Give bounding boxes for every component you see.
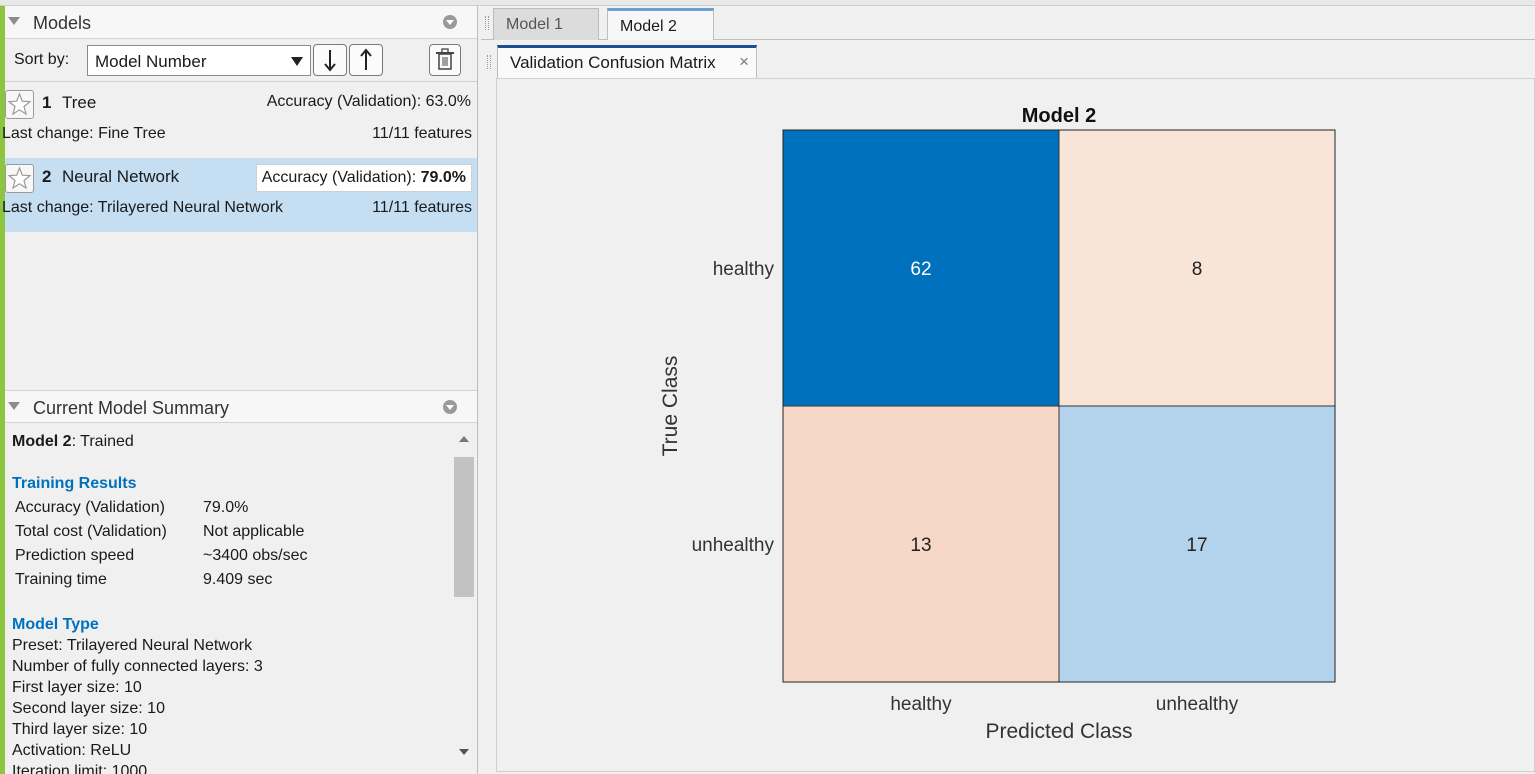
cell-value-label: 17: [1186, 535, 1207, 556]
result-key: Accuracy (Validation): [15, 499, 165, 516]
cell-value-label: 13: [910, 535, 931, 556]
summary-scrollbar[interactable]: [453, 424, 474, 774]
result-value: Not applicable: [203, 523, 305, 540]
collapse-triangle-icon[interactable]: [8, 402, 20, 410]
model-name: Neural Network: [62, 167, 180, 186]
chart-title: Model 2: [1022, 105, 1096, 127]
arrow-up-icon: [360, 48, 372, 70]
matrix-cell: [1058, 405, 1336, 683]
model-last-change: Last change: Fine Tree: [2, 125, 166, 142]
model-features: 11/11 features: [372, 125, 472, 142]
toolstrip-edge: [0, 0, 1535, 6]
chevron-down-icon: [291, 57, 303, 66]
model-number: 1: [42, 93, 52, 112]
y-axis-label: True Class: [659, 356, 682, 457]
close-icon[interactable]: ×: [739, 52, 749, 71]
model-type-line: First layer size: 10: [12, 679, 142, 696]
matrix-border: [782, 129, 1336, 683]
collapse-triangle-icon[interactable]: [8, 17, 20, 25]
accuracy-label: Accuracy (Validation):: [261, 169, 421, 186]
favorite-star-button[interactable]: [5, 90, 34, 119]
model-tab-bar: Model 1 Model 2: [481, 6, 1535, 40]
model-type-line: Third layer size: 10: [12, 721, 148, 738]
models-panel-header[interactable]: Models: [5, 6, 477, 39]
favorite-star-button[interactable]: [5, 164, 34, 193]
summary-panel-header[interactable]: Current Model Summary: [5, 390, 477, 423]
drag-grip-icon[interactable]: [487, 55, 491, 69]
model-accuracy: Accuracy (Validation): 79.0%: [255, 164, 472, 192]
matrix-cell: [782, 405, 1060, 683]
matrix-cell: [1058, 129, 1336, 407]
y-tick-label: healthy: [713, 259, 775, 280]
model-type-heading: Model Type: [12, 616, 99, 633]
training-results-heading: Training Results: [12, 475, 137, 492]
confusion-matrix-chart: 62 8 13 17 healthy unhealthy healthy unhealthy M…: [659, 105, 1336, 743]
model-name: Tree: [62, 93, 97, 112]
result-key: Prediction speed: [15, 547, 135, 564]
left-panel: Models Sort by: Model Number: [2, 6, 478, 774]
status-accent-bar: [0, 6, 5, 774]
model-type-line: Number of fully connected layers: 3: [12, 658, 263, 675]
summary-panel-title: Current Model Summary: [33, 398, 230, 418]
current-model-summary-panel: Current Model Summary Model 2: Trained T…: [5, 390, 477, 774]
result-value: 79.0%: [203, 499, 249, 516]
result-value: 9.409 sec: [203, 571, 273, 588]
sort-descending-button[interactable]: [313, 44, 347, 76]
summary-body[interactable]: Model 2: Trained Training Results Accura…: [5, 424, 477, 774]
plot-tab-label: Validation Confusion Matrix: [510, 53, 716, 72]
sort-dropdown[interactable]: Model Number: [87, 45, 311, 76]
x-tick-label: healthy: [890, 694, 952, 715]
tab-model-1[interactable]: Model 1: [493, 8, 599, 40]
accuracy-value: 79.0%: [420, 169, 466, 186]
sort-ascending-button[interactable]: [349, 44, 383, 76]
delete-model-button[interactable]: [429, 44, 461, 76]
scroll-up-icon[interactable]: [459, 436, 469, 442]
model-list-item-selected[interactable]: 2 Neural Network Accuracy (Validation): …: [2, 158, 477, 232]
cell-value-label: 62: [910, 259, 931, 280]
model-features: 11/11 features: [372, 199, 472, 216]
result-key: Training time: [15, 571, 107, 588]
y-tick-label: unhealthy: [692, 535, 775, 556]
plot-area: Model 1 Model 2 Validation Confusion Mat…: [481, 6, 1535, 774]
model-type-line: Activation: ReLU: [12, 742, 132, 759]
panel-options-icon[interactable]: [443, 400, 457, 414]
scroll-down-icon[interactable]: [459, 749, 469, 755]
summary-model-label: Model 2: [12, 433, 72, 450]
model-last-change: Last change: Trilayered Neural Network: [2, 199, 284, 216]
model-number: 2: [42, 167, 52, 186]
accuracy-value: 63.0%: [425, 93, 471, 110]
model-list-item[interactable]: 1 Tree Accuracy (Validation): 63.0% Last…: [2, 84, 477, 158]
panel-options-icon[interactable]: [443, 15, 457, 29]
summary-model-line: Model 2: Trained: [12, 433, 134, 451]
sort-dropdown-value: Model Number: [95, 52, 207, 71]
scrollbar-thumb[interactable]: [454, 457, 474, 597]
model-accuracy: Accuracy (Validation): 63.0%: [267, 93, 471, 111]
x-axis-label: Predicted Class: [985, 720, 1132, 743]
trash-icon: [436, 48, 454, 70]
drag-grip-icon[interactable]: [485, 16, 489, 30]
tab-model-2[interactable]: Model 2: [607, 8, 714, 40]
model-type-line: Preset: Trilayered Neural Network: [12, 637, 253, 654]
models-panel-title: Models: [33, 13, 92, 33]
star-icon: [7, 92, 32, 116]
x-tick-label: unhealthy: [1156, 694, 1239, 715]
star-icon: [7, 166, 32, 190]
model-type-line: Second layer size: 10: [12, 700, 165, 717]
cell-value-label: 8: [1192, 259, 1203, 280]
result-key: Total cost (Validation): [15, 523, 167, 540]
tab-validation-confusion-matrix[interactable]: Validation Confusion Matrix ×: [497, 45, 757, 79]
accuracy-label: Accuracy (Validation):: [266, 93, 426, 110]
summary-model-status: : Trained: [71, 433, 134, 450]
arrow-down-icon: [324, 50, 336, 72]
plot-canvas: 62 8 13 17 healthy unhealthy healthy unhealthy M…: [496, 78, 1535, 772]
sort-row: Sort by: Model Number: [5, 39, 477, 82]
result-value: ~3400 obs/sec: [203, 547, 308, 564]
sort-label: Sort by:: [14, 51, 70, 68]
model-type-line: Iteration limit: 1000: [12, 763, 148, 774]
